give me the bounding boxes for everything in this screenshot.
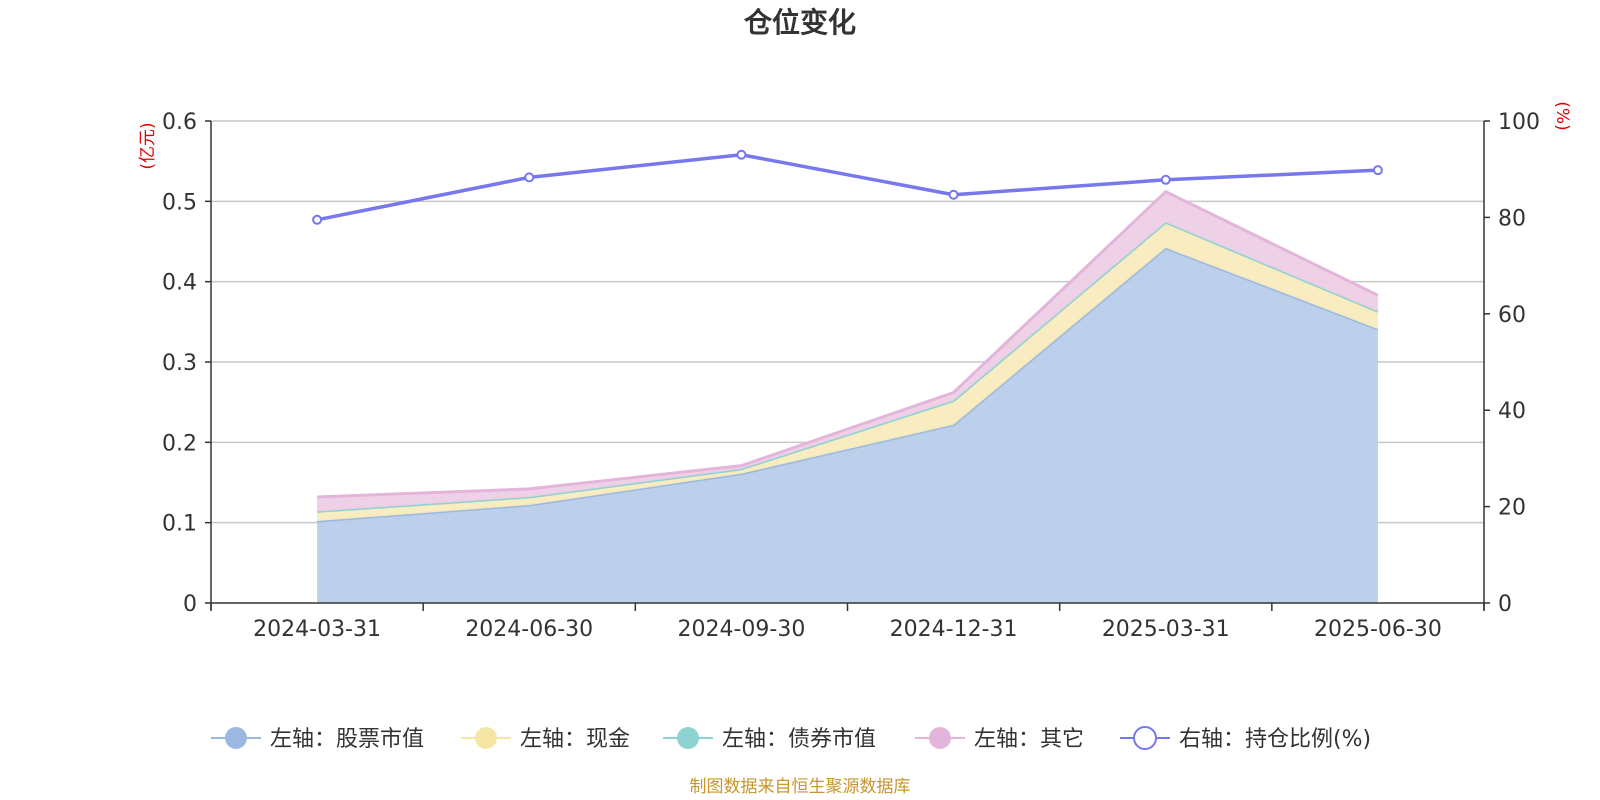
- left-tick-label: 0.4: [162, 271, 197, 296]
- legend-marker: [677, 727, 699, 749]
- legend: 左轴：股票市值 左轴：现金 左轴：债券市值 左轴：其它 右轴：持仓比例(%): [211, 726, 1371, 752]
- legend-marker: [475, 727, 497, 749]
- right-tick-label: 100: [1498, 110, 1540, 135]
- legend-label: 左轴：债券市值: [722, 727, 876, 752]
- right-tick-label: 60: [1498, 303, 1526, 328]
- x-tick-label: 2024-03-31: [253, 617, 381, 642]
- left-tick-label: 0: [183, 592, 197, 617]
- ratio-point: [1160, 174, 1171, 185]
- data-source-note: 制图数据来自恒生聚源数据库: [690, 777, 911, 797]
- left-tick-label: 0.2: [162, 431, 197, 456]
- right-tick-label: 20: [1498, 496, 1526, 521]
- ratio-point: [736, 149, 747, 160]
- right-tick-label: 80: [1498, 206, 1526, 231]
- ratio-line-series: [312, 149, 1383, 225]
- area-series: [316, 190, 1379, 603]
- x-tick-label: 2025-06-30: [1314, 617, 1442, 642]
- legend-label: 左轴：其它: [974, 727, 1084, 752]
- legend-marker: [225, 727, 247, 749]
- axes: 0 0.1 0.2 0.3 0.4 0.5 0.6 0 20 40 60 80 100 2024-03-3…: [162, 110, 1540, 642]
- left-tick-label: 0.1: [162, 512, 197, 537]
- chart-title: 仓位变化: [744, 6, 856, 39]
- legend-label: 左轴：股票市值: [270, 727, 424, 752]
- ratio-point: [312, 214, 323, 225]
- legend-label: 右轴：持仓比例(%): [1179, 727, 1371, 752]
- right-tick-label: 40: [1498, 399, 1526, 424]
- ratio-point: [1372, 165, 1383, 176]
- x-tick-label: 2024-09-30: [677, 617, 805, 642]
- ratio-point: [948, 189, 959, 200]
- left-tick-label: 0.6: [162, 110, 197, 135]
- legend-marker: [929, 727, 951, 749]
- area-0: [317, 247, 1378, 603]
- x-tick-label: 2024-12-31: [890, 617, 1018, 642]
- legend-label: 左轴：现金: [520, 727, 630, 752]
- x-tick-label: 2025-03-31: [1102, 617, 1230, 642]
- left-tick-label: 0.3: [162, 351, 197, 376]
- legend-marker: [1133, 726, 1157, 750]
- ratio-point: [524, 172, 535, 183]
- x-tick-label: 2024-06-30: [465, 617, 593, 642]
- right-axis-unit: (%): [1552, 101, 1572, 130]
- ratio-line: [316, 152, 1378, 222]
- right-tick-label: 0: [1498, 592, 1512, 617]
- left-tick-label: 0.5: [162, 190, 197, 215]
- area-edge-3: [317, 190, 1379, 499]
- left-axis-unit: (亿元): [138, 122, 158, 169]
